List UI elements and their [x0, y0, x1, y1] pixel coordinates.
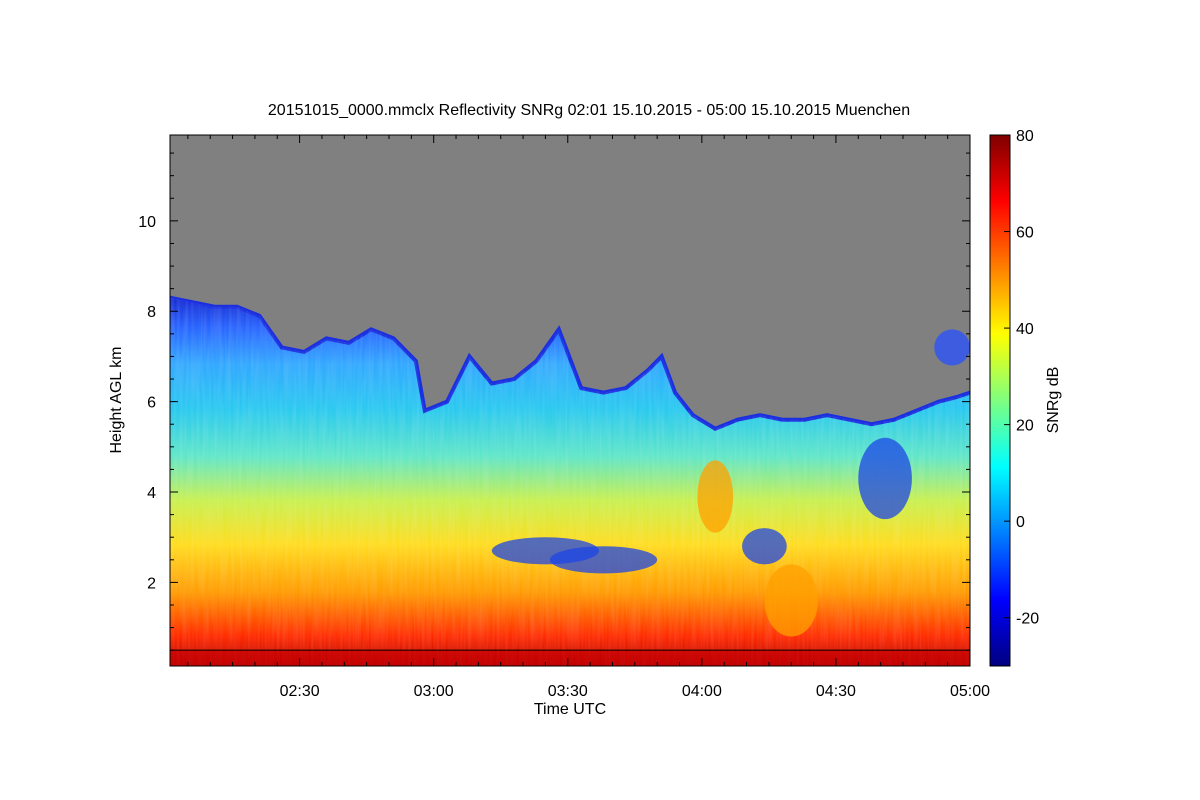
colorbar: 80 60 40 20 0 -20 SNRg dB	[989, 128, 1062, 667]
low-snr-patches	[491, 437, 912, 574]
x-axis-label: Time UTC	[534, 701, 606, 718]
colorbar-ticks: 80 60 40 20 0 -20	[1004, 128, 1039, 628]
colorbar-scale	[989, 134, 1011, 667]
x-tick-label: 03:00	[414, 683, 454, 700]
isolated-echoes	[934, 329, 970, 366]
chart-title: 20151015_0000.mmclx Reflectivity SNRg 02…	[268, 102, 910, 119]
y-tick-label: 4	[147, 485, 156, 502]
high-snr-patch	[697, 460, 734, 533]
low-snr-patch	[742, 528, 787, 565]
high-snr-patches	[697, 460, 819, 637]
x-tick-label: 04:30	[816, 683, 856, 700]
colorbar-label: SNRg dB	[1045, 367, 1062, 434]
x-tick-label: 05:00	[950, 683, 990, 700]
y-tick-label: 8	[147, 304, 156, 321]
x-tick-label: 02:30	[280, 683, 320, 700]
colorbar-tick-label: 80	[1016, 128, 1034, 145]
colorbar-tick-label: 20	[1016, 418, 1034, 435]
plot-area	[170, 135, 970, 666]
colorbar-tick-label: 40	[1016, 321, 1034, 338]
colorbar-tick-label: -20	[1016, 611, 1039, 628]
colorbar-tick-label: 0	[1016, 514, 1025, 531]
y-tick-label: 2	[147, 575, 156, 592]
low-snr-patch	[858, 437, 912, 520]
y-tick-label: 6	[147, 395, 156, 412]
x-axis: 02:30 03:00 03:30 04:00 04:30 05:00	[187, 135, 990, 700]
plot-frame	[169, 134, 971, 667]
y-axis: 2 4 6 8 10	[138, 152, 970, 651]
isolated-echo	[934, 329, 970, 366]
x-tick-label: 04:00	[682, 683, 722, 700]
y-tick-label: 10	[138, 214, 156, 231]
surface-layer	[170, 650, 970, 666]
x-tick-label: 03:30	[548, 683, 588, 700]
low-snr-patch	[549, 546, 658, 574]
colorbar-tick-label: 60	[1016, 225, 1034, 242]
high-snr-patch	[764, 564, 819, 637]
y-axis-label: Height AGL km	[108, 346, 125, 453]
